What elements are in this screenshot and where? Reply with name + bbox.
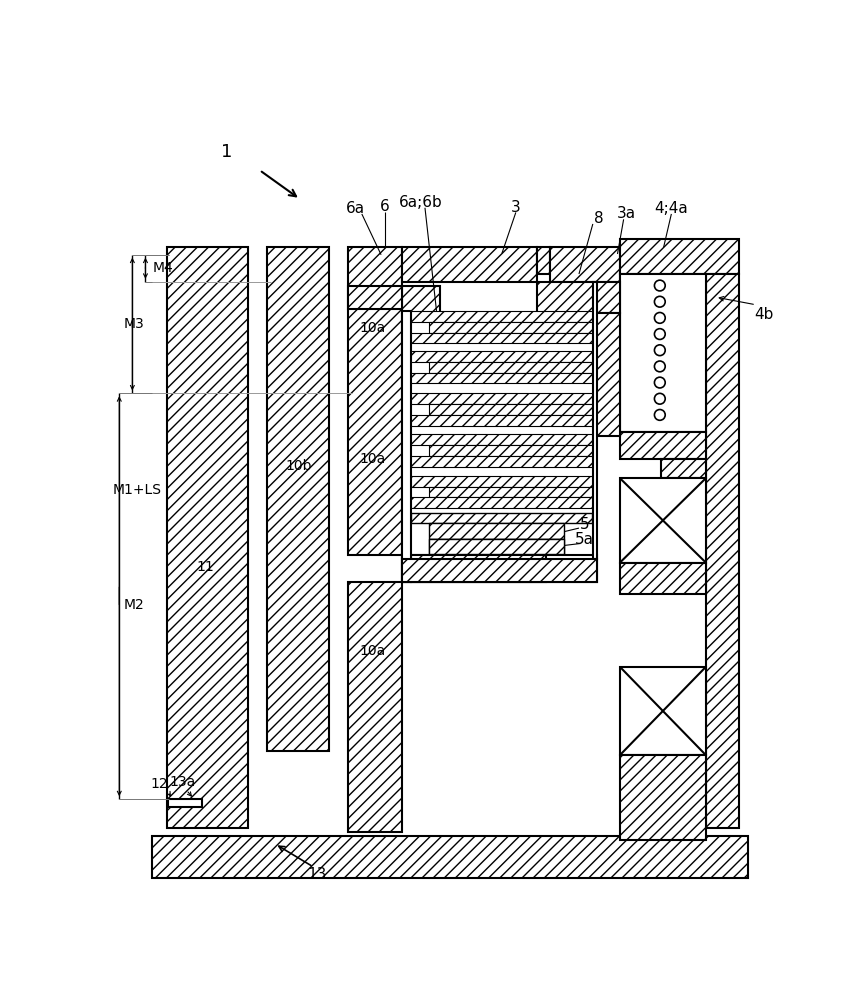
Bar [402, 286, 440, 312]
Text: M4: M4 [153, 261, 173, 275]
Text: 4b: 4b [754, 307, 773, 322]
Bar [428, 539, 564, 554]
Text: 10b: 10b [285, 460, 312, 474]
Bar [411, 351, 592, 362]
Bar [411, 311, 592, 322]
Bar [411, 415, 592, 426]
Text: 13: 13 [308, 867, 327, 882]
Bar [428, 539, 564, 554]
Text: 6a;6b: 6a;6b [399, 195, 443, 210]
Text: 3a: 3a [617, 206, 636, 221]
Bar [411, 555, 546, 582]
Bar [411, 476, 592, 487]
Text: 4;4a: 4;4a [655, 201, 688, 216]
Bar [348, 582, 402, 832]
Text: 3: 3 [511, 200, 521, 215]
Text: 5a: 5a [575, 532, 594, 547]
Text: 6a: 6a [346, 201, 365, 216]
Text: 12: 12 [151, 777, 168, 791]
Text: M3: M3 [123, 317, 144, 331]
Bar [411, 393, 592, 404]
Bar [411, 434, 592, 445]
Bar [620, 755, 706, 840]
Text: 1: 1 [221, 143, 233, 161]
Bar [595, 312, 620, 436]
Bar [402, 247, 536, 282]
Bar [620, 239, 739, 274]
Bar [620, 478, 706, 563]
Bar [536, 247, 550, 274]
Bar [428, 322, 592, 333]
Bar [662, 459, 706, 478]
Bar [168, 799, 202, 807]
Bar [152, 836, 748, 878]
Bar [411, 513, 592, 523]
Bar [620, 274, 706, 432]
Text: 11: 11 [196, 560, 214, 574]
Bar [620, 667, 706, 755]
Bar [411, 497, 592, 508]
Bar [402, 311, 411, 582]
Bar [402, 559, 596, 582]
Bar [706, 274, 739, 828]
Bar [411, 456, 592, 466]
Bar [550, 247, 620, 282]
Bar [537, 316, 595, 332]
Bar [402, 555, 596, 582]
Text: 10a: 10a [359, 321, 386, 335]
Text: 13a: 13a [170, 775, 195, 789]
Text: 6: 6 [380, 199, 390, 214]
Bar [620, 563, 706, 594]
Bar [267, 247, 329, 751]
Bar [620, 432, 706, 459]
Text: M2: M2 [123, 598, 144, 612]
Text: 8: 8 [594, 211, 604, 226]
Bar [428, 523, 564, 539]
Bar [428, 487, 592, 497]
Bar [428, 404, 592, 415]
Bar [348, 247, 402, 555]
Bar [593, 282, 596, 559]
Bar [411, 373, 592, 383]
Text: M1+LS: M1+LS [113, 483, 162, 497]
Bar [536, 282, 620, 312]
Bar [411, 333, 592, 343]
Bar [428, 362, 592, 373]
Bar [167, 247, 248, 828]
Text: 10a: 10a [359, 452, 386, 466]
Text: 10a: 10a [359, 644, 386, 658]
Bar [428, 445, 592, 456]
Text: 5: 5 [579, 517, 589, 532]
Bar [348, 286, 402, 309]
